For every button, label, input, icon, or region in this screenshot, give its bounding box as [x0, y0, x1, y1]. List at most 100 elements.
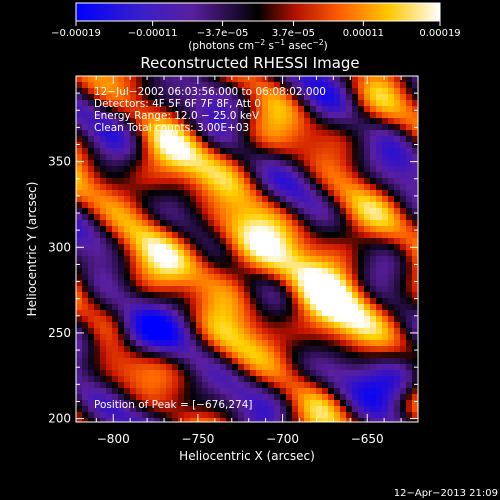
heatmap-cell: [220, 382, 227, 389]
heatmap-cell: [256, 298, 263, 305]
heatmap-cell: [208, 406, 215, 413]
heatmap-cell: [358, 328, 365, 335]
heatmap-cell: [322, 334, 329, 341]
heatmap-cell: [268, 112, 275, 119]
heatmap-cell: [292, 406, 299, 413]
heatmap-cell: [376, 208, 383, 215]
heatmap-cell: [328, 406, 335, 413]
heatmap-cell: [94, 340, 101, 347]
heatmap-cell: [340, 106, 347, 113]
heatmap-cell: [178, 172, 185, 179]
heatmap-cell: [184, 280, 191, 287]
heatmap-cell: [280, 388, 287, 395]
heatmap-cell: [370, 412, 377, 419]
heatmap-cell: [244, 286, 251, 293]
heatmap-cell: [346, 346, 353, 353]
heatmap-cell: [286, 400, 293, 407]
heatmap-cell: [388, 274, 395, 281]
heatmap-cell: [214, 214, 221, 221]
heatmap-cell: [208, 124, 215, 131]
heatmap-cell: [106, 346, 113, 353]
heatmap-cell: [100, 370, 107, 377]
heatmap-cell: [220, 214, 227, 221]
heatmap-cell: [238, 250, 245, 257]
heatmap-cell: [256, 334, 263, 341]
heatmap-cell: [268, 400, 275, 407]
colorbar-tick-label: −3.7e−05: [197, 28, 249, 39]
heatmap-cell: [268, 352, 275, 359]
heatmap-area: [75, 75, 419, 423]
heatmap-cell: [142, 136, 149, 143]
heatmap-cell: [178, 196, 185, 203]
heatmap-cell: [82, 172, 89, 179]
heatmap-cell: [88, 298, 95, 305]
heatmap-cell: [358, 376, 365, 383]
heatmap-cell: [172, 280, 179, 287]
heatmap-cell: [358, 232, 365, 239]
heatmap-cell: [394, 88, 401, 95]
heatmap-cell: [154, 412, 161, 419]
heatmap-cell: [274, 262, 281, 269]
heatmap-cell: [412, 334, 418, 341]
heatmap-cell: [130, 112, 137, 119]
heatmap-cell: [202, 208, 209, 215]
heatmap-cell: [250, 316, 257, 323]
heatmap-cell: [328, 244, 335, 251]
heatmap-cell: [232, 352, 239, 359]
heatmap-cell: [310, 238, 317, 245]
heatmap-cell: [280, 250, 287, 257]
heatmap-cell: [226, 376, 233, 383]
heatmap-cell: [118, 136, 125, 143]
heatmap-cell: [292, 322, 299, 329]
heatmap-cell: [172, 172, 179, 179]
heatmap-cell: [214, 334, 221, 341]
heatmap-cell: [166, 166, 173, 173]
heatmap-cell: [334, 322, 341, 329]
heatmap-cell: [178, 142, 185, 149]
heatmap-cell: [400, 406, 407, 413]
heatmap-cell: [244, 166, 251, 173]
heatmap-cell: [286, 190, 293, 197]
heatmap-cell: [190, 178, 197, 185]
heatmap-cell: [100, 376, 107, 383]
heatmap-cell: [328, 136, 335, 143]
heatmap-cell: [94, 106, 101, 113]
heatmap-cell: [238, 268, 245, 275]
heatmap-cell: [94, 358, 101, 365]
heatmap-cell: [340, 376, 347, 383]
heatmap-cell: [406, 364, 413, 371]
heatmap-cell: [280, 364, 287, 371]
heatmap-cell: [76, 172, 83, 179]
heatmap-cell: [394, 226, 401, 233]
heatmap-cell: [178, 376, 185, 383]
heatmap-cell: [280, 184, 287, 191]
heatmap-cell: [76, 340, 83, 347]
heatmap-cell: [328, 322, 335, 329]
heatmap-cell: [316, 382, 323, 389]
heatmap-cell: [196, 346, 203, 353]
heatmap-cell: [148, 382, 155, 389]
heatmap-cell: [148, 238, 155, 245]
heatmap-cell: [76, 346, 83, 353]
heatmap-cell: [100, 406, 107, 413]
heatmap-cell: [76, 304, 83, 311]
heatmap-cell: [196, 202, 203, 209]
heatmap-cell: [112, 292, 119, 299]
heatmap-cell: [202, 310, 209, 317]
heatmap-cell: [184, 406, 191, 413]
heatmap-cell: [124, 376, 131, 383]
heatmap-cell: [412, 388, 418, 395]
heatmap-cell: [256, 100, 263, 107]
heatmap-cell: [208, 274, 215, 281]
heatmap-cell: [358, 94, 365, 101]
heatmap-cell: [304, 136, 311, 143]
heatmap-cell: [208, 292, 215, 299]
heatmap-cell: [142, 346, 149, 353]
heatmap-cell: [238, 100, 245, 107]
heatmap-cell: [400, 184, 407, 191]
heatmap-cell: [208, 262, 215, 269]
heatmap-cell: [346, 82, 353, 89]
heatmap-cell: [400, 118, 407, 125]
heatmap-cell: [298, 190, 305, 197]
heatmap-cell: [106, 292, 113, 299]
